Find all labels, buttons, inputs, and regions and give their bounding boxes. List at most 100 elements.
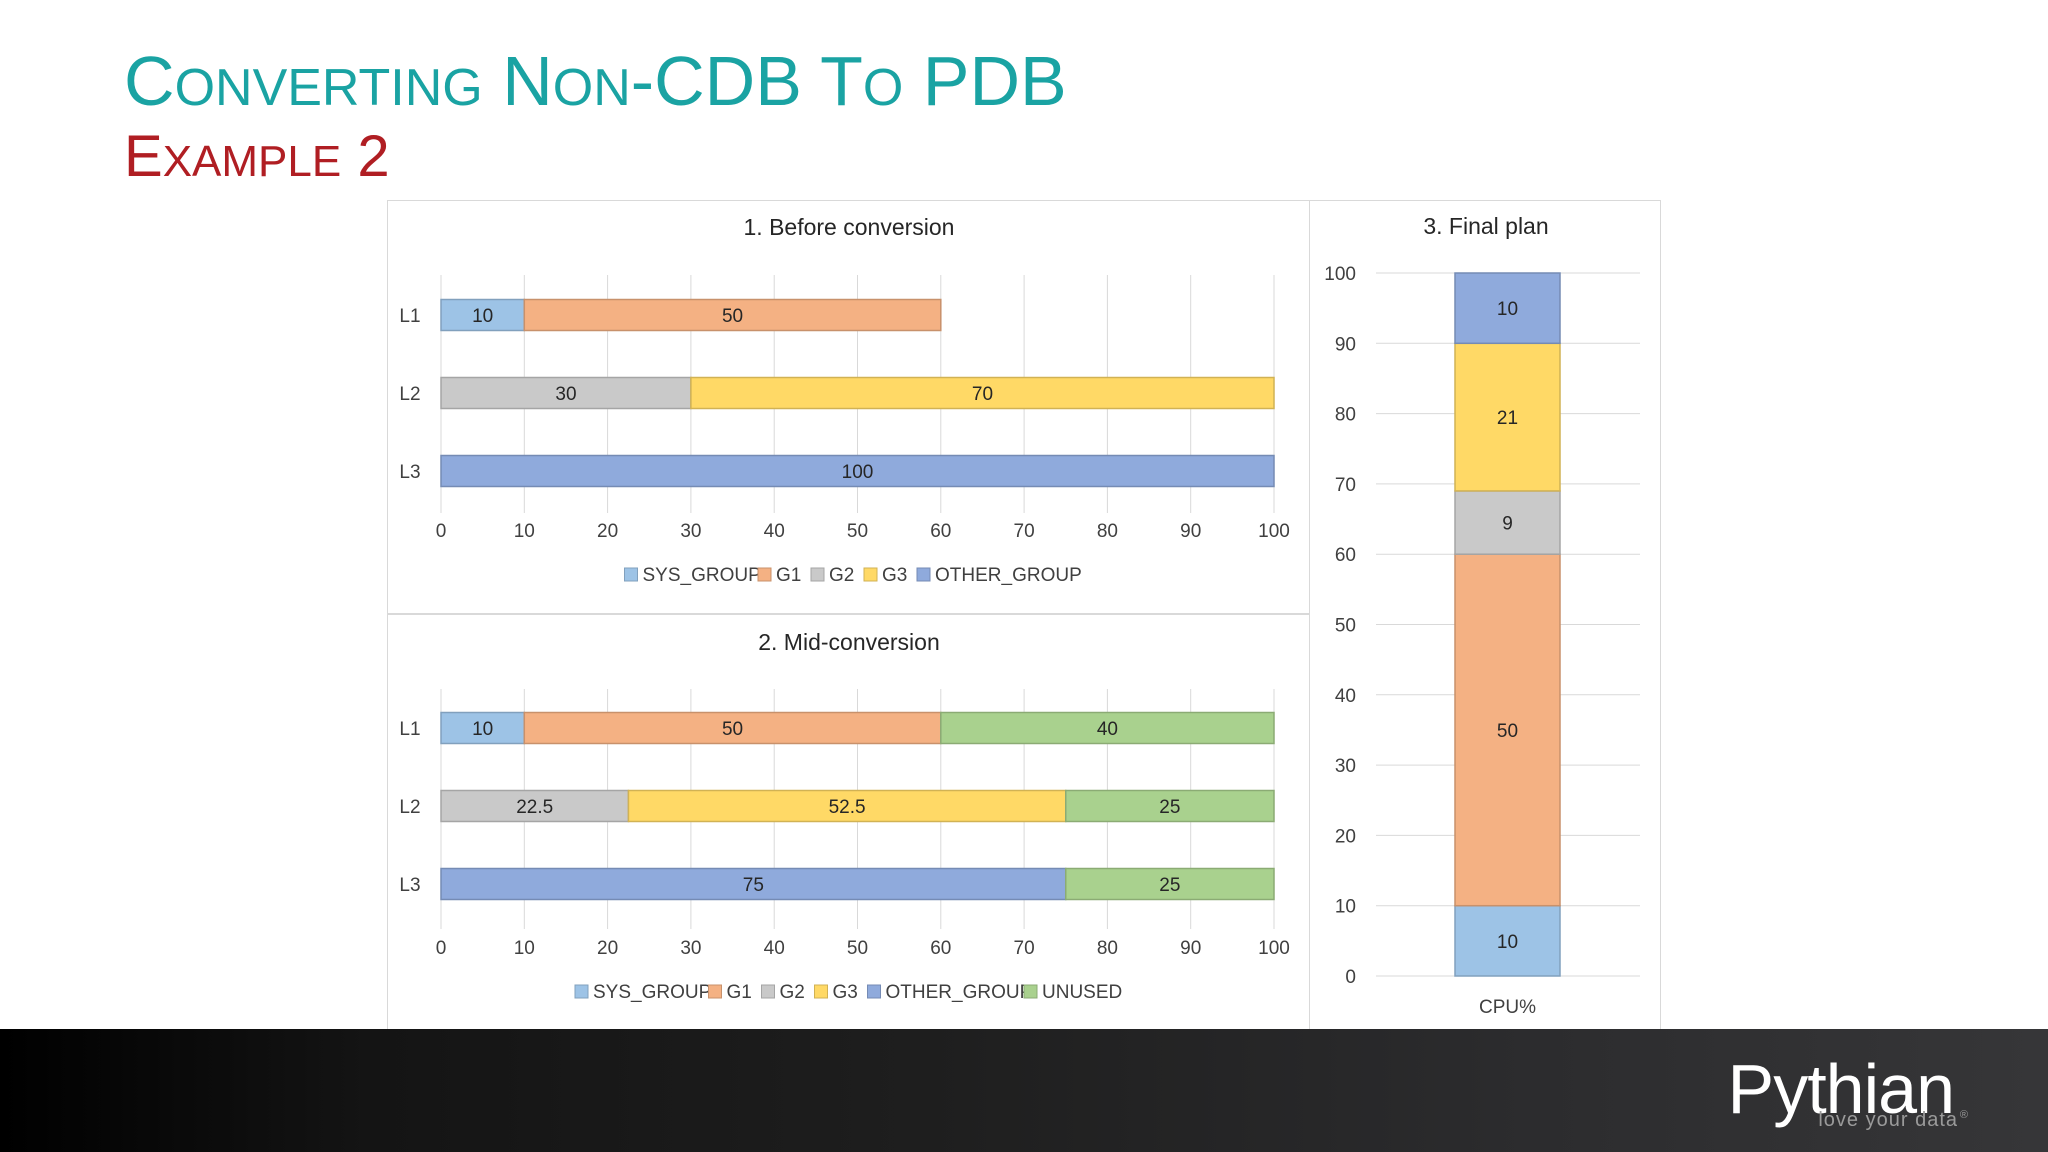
x-tick-label: 100 [1258, 938, 1290, 959]
chart-before-conversion: 1. Before conversion 0 10 20 30 40 50 60 70 80 90 1… [399, 214, 1290, 586]
x-tick-label: 60 [930, 938, 951, 959]
x-tick-label: 80 [1097, 938, 1118, 959]
legend-item-sys-group: SYS_GROUP [643, 565, 761, 586]
registered-mark: ® [1959, 1109, 1968, 1121]
data-label: 30 [555, 384, 576, 405]
legend-swatch-g2 [810, 567, 825, 582]
bar-g3 [1454, 342, 1561, 492]
x-tick-label: 90 [1180, 938, 1201, 959]
chart-final-plan-panel: 3. Final plan 0 10 20 30 40 50 60 70 80 90 100 10 50 9… [1309, 200, 1661, 1030]
y-category-label: L1 [399, 306, 420, 327]
logo-tagline: love your data [1818, 1109, 1958, 1131]
data-label: 10 [472, 719, 493, 740]
x-tick-label: 60 [930, 521, 951, 542]
legend-item-g1: G1 [776, 565, 801, 586]
bar-g2 [1454, 490, 1561, 555]
legend-item-sys-group: SYS_GROUP [593, 982, 711, 1003]
y-tick-label: 70 [1335, 475, 1356, 496]
x-category-label: CPU% [1479, 997, 1536, 1018]
bar-g1 [523, 298, 942, 332]
legend-item-unused: UNUSED [1042, 982, 1122, 1003]
x-tick-label: 30 [680, 521, 701, 542]
y-category-label: L2 [399, 384, 420, 405]
legend-swatch-g3 [814, 984, 828, 999]
y-category-label: L3 [399, 462, 420, 483]
legend-item-other-group: OTHER_GROUP [935, 565, 1082, 586]
x-tick-label: 0 [436, 521, 447, 542]
bar-g1 [1454, 553, 1561, 907]
legend-swatch-other-group [867, 984, 881, 999]
bar-unused [1065, 867, 1275, 901]
data-label: 25 [1159, 797, 1180, 818]
x-tick-label: 10 [514, 521, 535, 542]
chart-mid-conversion-panel: 2. Mid-conversion 0 10 20 30 40 50 60 70 80 90 100 L… [387, 614, 1310, 1030]
y-tick-label: 60 [1335, 545, 1356, 566]
legend-swatch-g1 [757, 567, 772, 582]
legend-item-g3: G3 [833, 982, 858, 1003]
x-tick-label: 80 [1097, 521, 1118, 542]
legend-swatch-g1 [708, 984, 722, 999]
bar-g3 [627, 789, 1067, 823]
x-tick-label: 100 [1258, 521, 1290, 542]
bar-other-group [1454, 272, 1561, 345]
legend-item-other-group: OTHER_GROUP [886, 982, 1033, 1003]
y-tick-label: 100 [1324, 264, 1356, 285]
chart-before-conversion-panel: 1. Before conversion 0 10 20 30 40 50 60 70 80 90 1… [387, 200, 1310, 614]
legend-item-g2: G2 [780, 982, 805, 1003]
legend-swatch-g2 [761, 984, 775, 999]
y-tick-label: 80 [1335, 405, 1356, 426]
legend-swatch-unused [1023, 984, 1038, 999]
y-tick-label: 0 [1345, 967, 1356, 988]
legend-swatch-sys-group [574, 984, 589, 999]
x-tick-label: 50 [847, 938, 868, 959]
data-label: 22.5 [516, 797, 553, 818]
bar-other-group [440, 454, 1275, 488]
chart-title: 2. Mid-conversion [758, 629, 940, 655]
data-label: 21 [1497, 408, 1518, 429]
chart-title: 1. Before conversion [744, 214, 955, 240]
x-tick-label: 10 [514, 938, 535, 959]
data-label: 75 [743, 875, 764, 896]
bar-g3 [690, 376, 1275, 410]
legend-item-g1: G1 [727, 982, 752, 1003]
data-label: 10 [472, 306, 493, 327]
bar-other-group [440, 867, 1067, 901]
data-label: 25 [1159, 875, 1180, 896]
data-label: 50 [722, 719, 743, 740]
x-tick-label: 90 [1180, 521, 1201, 542]
y-tick-label: 90 [1335, 334, 1356, 355]
y-category-label: L2 [399, 797, 420, 818]
legend-swatch-other-group [916, 567, 931, 582]
chart-title: 3. Final plan [1423, 213, 1548, 239]
data-label: 52.5 [829, 797, 866, 818]
y-tick-label: 40 [1335, 686, 1356, 707]
bar-unused [1065, 789, 1275, 823]
bar-g1 [523, 711, 942, 745]
footer-bar: Pythian love your data ® [0, 1029, 2048, 1152]
data-label: 100 [842, 462, 874, 483]
y-category-label: L3 [399, 875, 420, 896]
chart-final-plan: 3. Final plan 0 10 20 30 40 50 60 70 80 90 100 10 50 9… [1324, 213, 1640, 1018]
x-tick-label: 20 [597, 938, 618, 959]
data-label: 9 [1502, 514, 1513, 535]
slide-subtitle: EXAMPLE 2 [124, 124, 390, 189]
chart-mid-conversion: 2. Mid-conversion 0 10 20 30 40 50 60 70 80 90 100 L… [399, 629, 1290, 1003]
bar-sys-group [440, 298, 526, 332]
x-tick-label: 70 [1014, 521, 1035, 542]
data-label: 40 [1097, 719, 1118, 740]
x-tick-label: 0 [436, 938, 447, 959]
x-tick-label: 20 [597, 521, 618, 542]
y-tick-label: 30 [1335, 756, 1356, 777]
y-tick-label: 20 [1335, 826, 1356, 847]
pythian-logo: Pythian [1727, 1050, 1955, 1128]
legend-item-g2: G2 [829, 565, 854, 586]
x-tick-label: 40 [764, 938, 785, 959]
x-tick-label: 30 [680, 938, 701, 959]
x-tick-label: 50 [847, 521, 868, 542]
bar-sys-group [440, 711, 526, 745]
legend-item-g3: G3 [882, 565, 907, 586]
bar-sys-group [1454, 904, 1561, 977]
legend-swatch-sys-group [624, 567, 638, 582]
x-tick-label: 40 [764, 521, 785, 542]
data-label: 10 [1497, 299, 1518, 320]
